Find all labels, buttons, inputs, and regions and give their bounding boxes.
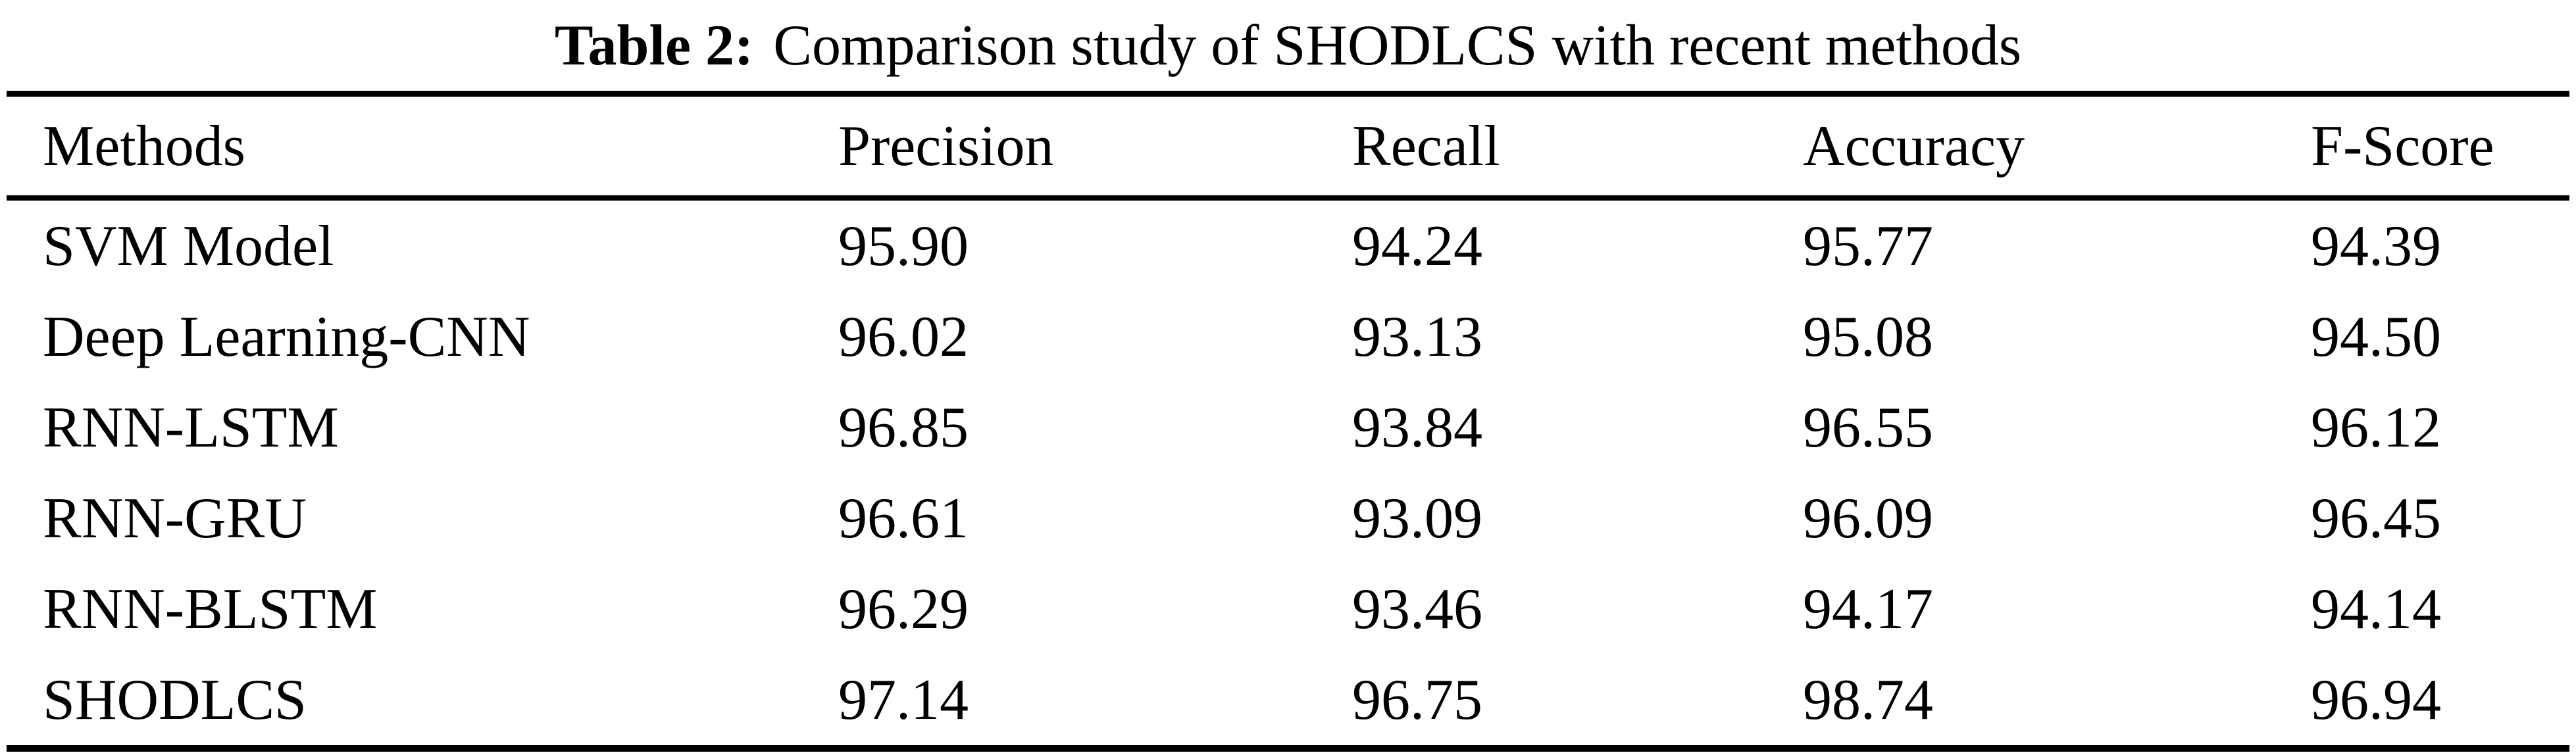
- precision-cell: 96.02: [838, 304, 969, 369]
- method-cell: RNN-GRU: [43, 486, 307, 550]
- precision-cell: 96.29: [838, 577, 969, 641]
- precision-cell: 96.85: [838, 395, 969, 460]
- fscore-cell: 94.50: [2311, 304, 2441, 369]
- recall-cell: 93.09: [1352, 486, 1482, 550]
- recall-cell: 94.24: [1352, 214, 1482, 278]
- accuracy-cell: 96.55: [1803, 395, 1933, 460]
- bottom-rule: [7, 745, 2569, 752]
- method-cell: RNN-LSTM: [43, 395, 339, 460]
- recall-cell: 93.46: [1352, 577, 1482, 641]
- top-rule: [7, 91, 2569, 97]
- method-cell: RNN-BLSTM: [43, 577, 378, 641]
- table-row: RNN-LSTM 96.85 93.84 96.55 96.12: [0, 382, 2576, 473]
- column-header-accuracy: Accuracy: [1803, 114, 2025, 178]
- fscore-cell: 96.45: [2311, 486, 2441, 550]
- recall-cell: 93.13: [1352, 304, 1482, 369]
- column-header-precision: Precision: [838, 114, 1054, 178]
- accuracy-cell: 95.08: [1803, 304, 1933, 369]
- accuracy-cell: 96.09: [1803, 486, 1933, 550]
- header-row: Methods Precision Recall Accuracy F-Scor…: [0, 97, 2576, 195]
- fscore-cell: 96.12: [2311, 395, 2441, 460]
- method-cell: SVM Model: [43, 214, 334, 278]
- comparison-table-body: SVM Model 95.90 94.24 95.77 94.39 Deep L…: [0, 201, 2576, 745]
- table-row: Deep Learning-CNN 96.02 93.13 95.08 94.5…: [0, 291, 2576, 382]
- caption-label: Table 2:: [554, 13, 754, 78]
- method-cell: Deep Learning-CNN: [43, 304, 530, 369]
- table-row: SHODLCS 97.14 96.75 98.74 96.94: [0, 654, 2576, 745]
- caption-text: Comparison study of SHODLCS with recent …: [773, 13, 2022, 78]
- accuracy-cell: 94.17: [1803, 577, 1933, 641]
- column-header-fscore: F-Score: [2311, 114, 2494, 178]
- precision-cell: 95.90: [838, 214, 969, 278]
- accuracy-cell: 95.77: [1803, 214, 1933, 278]
- fscore-cell: 94.39: [2311, 214, 2441, 278]
- table-row: RNN-GRU 96.61 93.09 96.09 96.45: [0, 473, 2576, 564]
- recall-cell: 96.75: [1352, 668, 1482, 732]
- table-row: RNN-BLSTM 96.29 93.46 94.17 94.14: [0, 564, 2576, 654]
- comparison-table-header: Methods Precision Recall Accuracy F-Scor…: [0, 97, 2576, 195]
- fscore-cell: 96.94: [2311, 668, 2441, 732]
- precision-cell: 96.61: [838, 486, 969, 550]
- table-caption: Table 2: Comparison study of SHODLCS wit…: [0, 0, 2576, 91]
- fscore-cell: 94.14: [2311, 577, 2441, 641]
- accuracy-cell: 98.74: [1803, 668, 1933, 732]
- table-row: SVM Model 95.90 94.24 95.77 94.39: [0, 201, 2576, 291]
- precision-cell: 97.14: [838, 668, 969, 732]
- column-header-methods: Methods: [43, 114, 245, 178]
- column-header-recall: Recall: [1352, 114, 1500, 178]
- header-rule: [7, 195, 2569, 201]
- method-cell: SHODLCS: [43, 668, 307, 732]
- recall-cell: 93.84: [1352, 395, 1482, 460]
